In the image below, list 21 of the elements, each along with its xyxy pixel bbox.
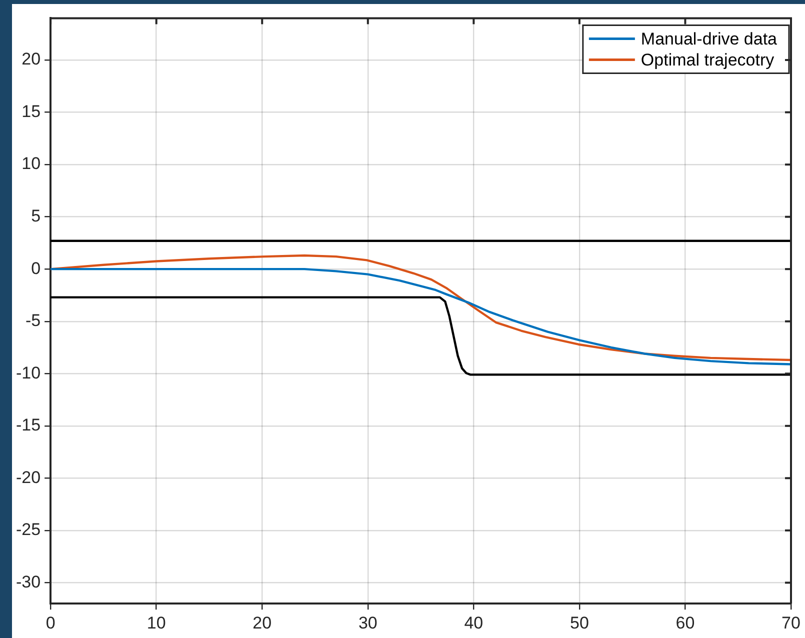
legend-label: Manual-drive data	[640, 29, 778, 48]
y-tick-label: 20	[22, 50, 41, 69]
x-tick-label: 10	[146, 613, 166, 632]
y-tick-label: -30	[16, 572, 41, 592]
y-tick-label: 15	[22, 102, 41, 121]
x-tick-label: 20	[252, 613, 272, 632]
y-tick-label: 5	[31, 206, 41, 226]
x-tick-label: 70	[782, 613, 800, 632]
x-tick-label: 50	[570, 613, 589, 632]
legend-label: Optimal trajecotry	[640, 50, 775, 70]
x-tick-label: 0	[46, 613, 56, 632]
y-tick-label: -10	[16, 363, 41, 382]
x-tick-label: 40	[464, 613, 484, 632]
x-tick-label: 30	[358, 613, 378, 632]
y-tick-label: -5	[25, 311, 41, 330]
y-tick-label: -15	[16, 416, 41, 435]
y-tick-label: -20	[16, 468, 41, 487]
y-tick-label: 0	[31, 258, 41, 278]
x-tick-label: 60	[676, 613, 695, 632]
y-tick-label: 10	[22, 154, 41, 174]
y-tick-label: -25	[16, 520, 41, 540]
